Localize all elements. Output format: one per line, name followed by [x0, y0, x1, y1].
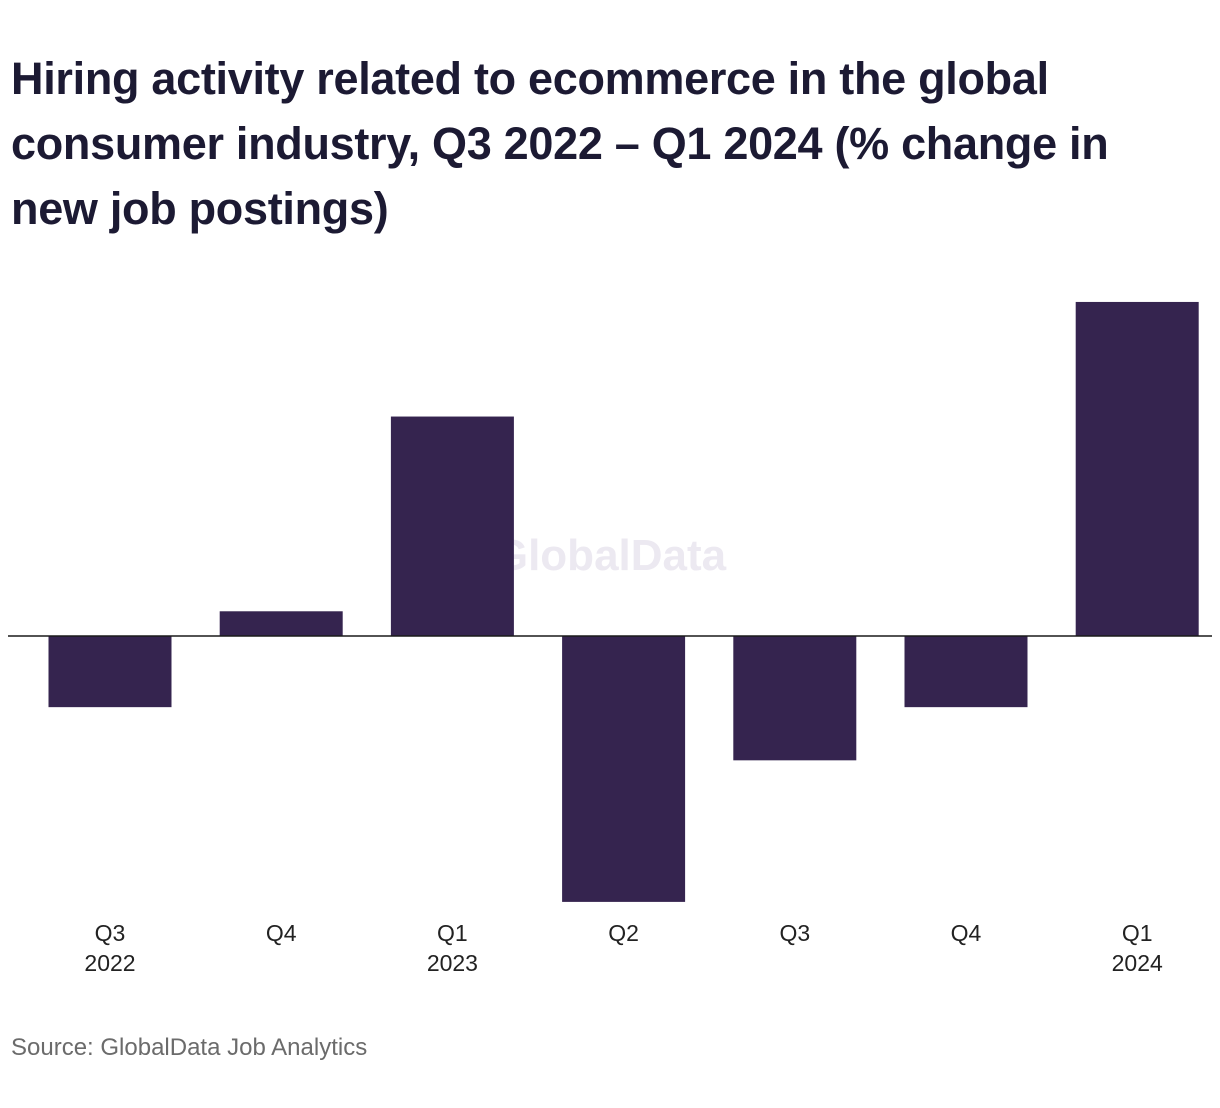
x-tick-label-quarter: Q4 — [266, 920, 297, 946]
bar-3 — [390, 416, 514, 636]
chart-title: Hiring activity related to ecommerce in … — [11, 53, 1109, 234]
bar-6 — [904, 636, 1028, 708]
x-axis-labels: Q3 2022 Q4 Q1 2023 Q2 Q3 Q4 Q1 2024 — [84, 920, 1163, 976]
x-tick-label-quarter: Q2 — [608, 920, 639, 946]
x-tick-label-year: 2023 — [427, 950, 478, 976]
source-note: Source: GlobalData Job Analytics — [11, 1034, 368, 1061]
x-tick-label-quarter: Q3 — [779, 920, 810, 946]
x-tick-label-year: 2024 — [1112, 950, 1163, 976]
bar-chart: GlobalData Q3 2022 Q4 Q1 2023 Q2 Q3 Q4 Q1 2024 — [8, 301, 1212, 976]
x-tick-label-year: 2022 — [84, 950, 135, 976]
bar-1 — [48, 636, 172, 708]
bar-2 — [219, 611, 343, 636]
bar-4 — [562, 636, 686, 902]
watermark: GlobalData — [494, 531, 727, 580]
x-tick-label-quarter: Q4 — [951, 920, 982, 946]
x-tick-label-quarter: Q3 — [95, 920, 126, 946]
x-tick-label-quarter: Q1 — [1122, 920, 1153, 946]
bar-7 — [1075, 301, 1199, 636]
x-tick-label-quarter: Q1 — [437, 920, 468, 946]
bar-group — [48, 301, 1199, 902]
bar-5 — [733, 636, 857, 761]
